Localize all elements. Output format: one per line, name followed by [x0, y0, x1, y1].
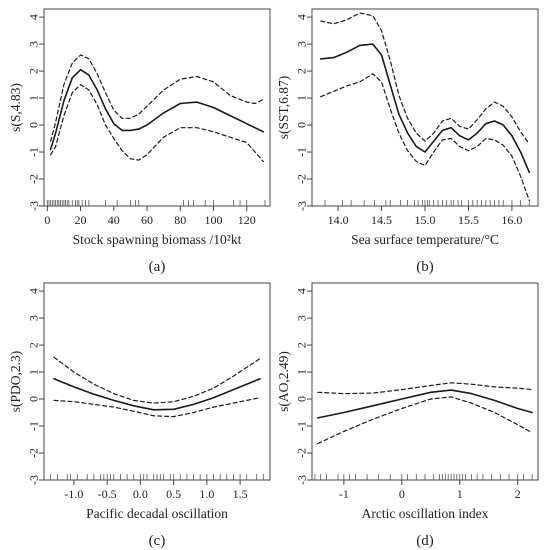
plot-frame: [43, 282, 271, 481]
y-tick-label: 1: [295, 95, 309, 101]
x-tick-label: 0: [399, 487, 405, 501]
y-tick-label: -3: [27, 475, 41, 485]
panel-label: (c): [149, 533, 166, 549]
y-tick-label: 1: [27, 95, 41, 101]
x-tick-label: 1.5: [233, 487, 248, 501]
y-axis-title: s(S,4.83): [8, 83, 23, 132]
y-axis-title: s(AO,2.49): [276, 351, 291, 412]
x-tick-label: 100: [205, 213, 223, 227]
y-tick-label: -1: [27, 421, 41, 431]
y-tick-label: -1: [295, 421, 309, 431]
plot-frame: [43, 8, 271, 207]
y-tick-label: -2: [295, 174, 309, 184]
y-tick-label: 1: [295, 369, 309, 375]
panel-label: (d): [416, 533, 434, 549]
y-tick-label: 4: [27, 14, 41, 20]
plot-frame: [311, 8, 539, 207]
y-tick-label: -3: [295, 201, 309, 211]
panel-c: -3 -2 -1 0 1 2 3 4 -1.0 -0.5 0.0 0.5 1.0 1.5 Pacific d…: [8, 282, 271, 549]
confidence-band-upper-line: [49, 54, 264, 142]
x-tick-label: 0.5: [166, 487, 181, 501]
y-tick-label: 0: [27, 396, 41, 402]
y-tick-label: 3: [27, 315, 41, 321]
x-axis-title: Stock spawning biomass /10²kt: [73, 232, 242, 247]
y-tick-label: 3: [295, 315, 309, 321]
y-tick-label: 2: [27, 342, 41, 348]
confidence-band-upper-line: [320, 12, 530, 145]
y-tick-label: -1: [27, 147, 41, 157]
y-tick-label: 3: [27, 41, 41, 47]
x-tick-label: -0.5: [98, 487, 117, 501]
x-tick-label: 15.5: [458, 213, 479, 227]
y-tick-label: -3: [27, 201, 41, 211]
smooth-estimate-line: [316, 389, 534, 419]
smooth-estimate-line: [49, 68, 265, 151]
y-tick-label: -3: [295, 475, 309, 485]
panel-label: (b): [416, 259, 434, 275]
x-tick-label: 16.0: [501, 213, 522, 227]
y-tick-label: 4: [295, 14, 309, 20]
y-tick-label: 1: [27, 369, 41, 375]
confidence-band-upper-line: [317, 382, 533, 395]
confidence-band-lower-line: [317, 396, 533, 445]
y-tick-label: 3: [295, 41, 309, 47]
x-tick-label: 0: [44, 213, 50, 227]
y-tick-label: 0: [295, 396, 309, 402]
panel-d: -3 -2 -1 0 1 2 3 4 -1 0 1 2 Arctic oscillation index…: [276, 282, 539, 549]
x-tick-label: 1.0: [199, 487, 214, 501]
x-tick-label: 14.0: [328, 213, 349, 227]
confidence-band-lower-line: [49, 83, 264, 163]
y-axis-title: s(SST,6.87): [276, 76, 291, 140]
y-tick-label: 0: [27, 122, 41, 128]
x-tick-label: 2: [515, 487, 521, 501]
x-tick-label: 15.0: [415, 213, 436, 227]
y-tick-label: -2: [27, 174, 41, 184]
x-tick-label: -1.0: [64, 487, 83, 501]
smooth-estimate-line: [319, 43, 531, 174]
y-tick-label: 2: [295, 68, 309, 74]
y-tick-label: -2: [27, 448, 41, 458]
x-axis-title: Sea surface temperature/°C: [351, 232, 499, 247]
x-tick-label: 120: [238, 213, 256, 227]
y-tick-label: 2: [295, 342, 309, 348]
y-tick-label: 0: [295, 122, 309, 128]
x-tick-label: 0.0: [133, 487, 148, 501]
smooth-estimate-line: [53, 377, 261, 411]
x-tick-label: 14.5: [371, 213, 392, 227]
x-axis-title: Arctic oscillation index: [362, 506, 489, 521]
x-tick-label: 80: [174, 213, 186, 227]
y-axis-title: s(PDO,2.3): [8, 351, 23, 413]
x-axis-title: Pacific decadal oscillation: [86, 506, 228, 521]
x-tick-label: 20: [75, 213, 87, 227]
panel-label: (a): [149, 259, 166, 275]
x-tick-label: 1: [457, 487, 463, 501]
x-tick-label: -1: [339, 487, 349, 501]
plot-frame: [311, 282, 539, 481]
confidence-band-lower-line: [53, 397, 261, 418]
y-tick-label: 4: [295, 288, 309, 294]
confidence-band-lower-line: [320, 73, 530, 202]
y-tick-label: 4: [27, 288, 41, 294]
x-tick-label: 40: [108, 213, 120, 227]
confidence-band-upper-line: [53, 356, 261, 404]
y-tick-label: -1: [295, 147, 309, 157]
y-tick-label: 2: [27, 68, 41, 74]
y-tick-label: -2: [295, 448, 309, 458]
x-tick-label: 60: [141, 213, 153, 227]
